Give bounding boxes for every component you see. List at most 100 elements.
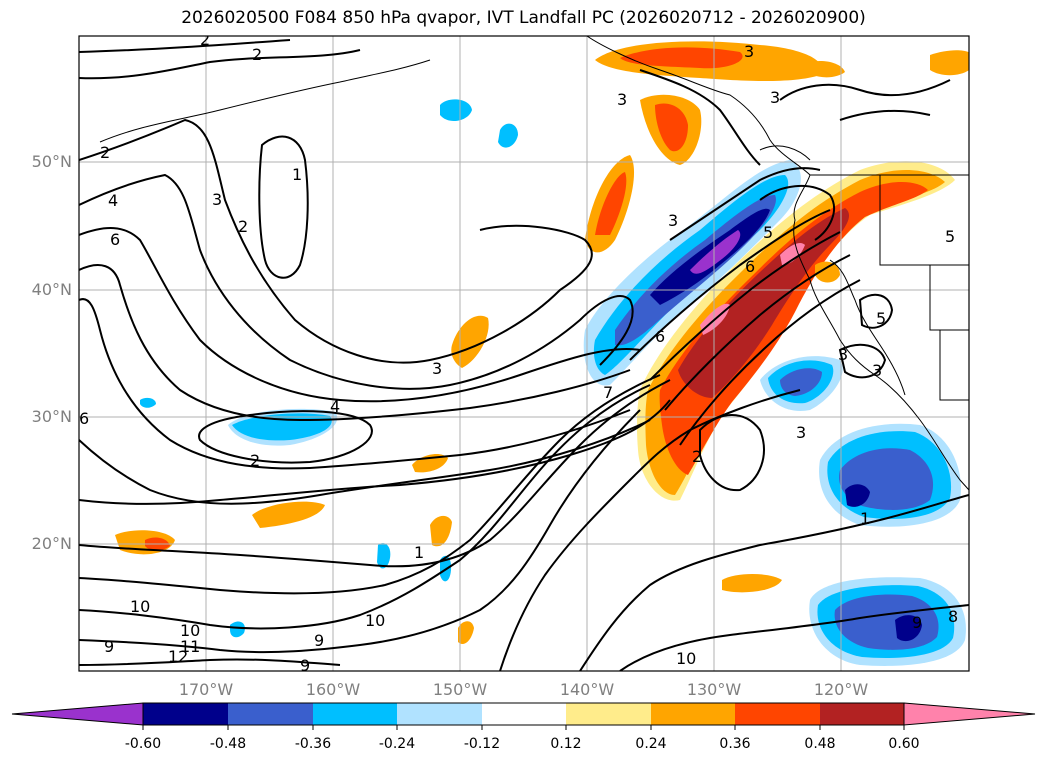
shade-se-orange <box>722 574 782 593</box>
colorbar-swatch <box>482 703 566 725</box>
shade-central-orange <box>451 315 489 368</box>
lat-label-50n: 50°N <box>31 152 72 171</box>
shade-central-cyan-3 <box>377 543 391 569</box>
contour-label: 1 <box>414 543 424 562</box>
colorbar-swatch <box>820 703 904 725</box>
contour-label: 9 <box>314 631 324 650</box>
shade-sw-royal <box>780 368 822 396</box>
contour-label: 12 <box>168 647 188 666</box>
shade-central-cyan-6 <box>140 397 156 408</box>
map-background <box>79 36 969 671</box>
shade-central-orange-4 <box>458 621 474 645</box>
contour-label: 11 <box>180 637 200 656</box>
colorbar-swatch <box>651 703 735 725</box>
shade-offshore-bc-red <box>595 172 627 235</box>
lon-label-150w: 150°W <box>432 680 488 699</box>
contour-label: 2 <box>200 30 210 49</box>
colorbar-tick-label: 0.60 <box>888 736 920 752</box>
lon-label-120w: 120°W <box>813 680 869 699</box>
colorbar-swatch <box>566 703 651 725</box>
lon-label-170w: 170°W <box>178 680 234 699</box>
contour-label: 8 <box>948 607 958 626</box>
lat-label-20n: 20°N <box>31 534 72 553</box>
contour-label: 2 <box>250 451 260 470</box>
contour-label: 9 <box>300 656 310 675</box>
colorbar-tick-label: -0.60 <box>124 736 162 752</box>
contour-label: 5 <box>945 227 955 246</box>
contour-label: 3 <box>668 211 678 230</box>
contour-label: 1 <box>292 165 302 184</box>
shade-neg-band-purple <box>690 230 741 274</box>
contour-label: 3 <box>872 361 882 380</box>
contour-label: 3 <box>432 359 442 378</box>
shading-layer <box>115 41 969 666</box>
contour-label: 9 <box>104 637 114 656</box>
gridlines <box>79 36 969 671</box>
coastlines <box>99 36 969 491</box>
colorbar-swatch <box>143 703 228 725</box>
contour-label: 2 <box>100 143 110 162</box>
contour-label: 9 <box>912 613 922 632</box>
lon-label-160w: 160°W <box>305 680 361 699</box>
lat-label-30n: 30°N <box>31 407 72 426</box>
shade-central-orange-3 <box>430 515 452 547</box>
shade-mexico-navy <box>845 484 870 507</box>
contour-label: 2 <box>692 447 702 466</box>
contour-label: 5 <box>763 223 773 242</box>
colorbar <box>11 702 1036 730</box>
colorbar-swatch <box>228 703 313 725</box>
chart-title: 2026020500 F084 850 hPa qvapor, IVT Land… <box>181 8 866 28</box>
shade-inland-orange <box>815 261 840 283</box>
colorbar-tick-label: 0.48 <box>804 736 836 752</box>
contour-label: 3 <box>796 423 806 442</box>
contour-label: 3 <box>617 90 627 109</box>
colorbar-tick-label: 0.24 <box>635 736 667 752</box>
shade-alaska-red <box>620 47 743 69</box>
colorbar-low-extend <box>11 702 144 726</box>
contour-label: 5 <box>876 309 886 328</box>
contour-label: 3 <box>212 190 222 209</box>
contour-label-layer: 2 2 2 1 3 2 4 6 3 4 2 6 3 3 3 3 5 6 6 7 … <box>79 30 958 675</box>
contour-label: 10 <box>365 611 385 630</box>
lon-label-140w: 140°W <box>559 680 615 699</box>
contour-label: 2 <box>252 45 262 64</box>
colorbar-swatch <box>313 703 397 725</box>
shade-pos-band-red <box>659 182 928 475</box>
contour-label: 10 <box>180 621 200 640</box>
contour-label: 3 <box>744 42 754 61</box>
shade-ne-orange <box>930 50 969 76</box>
contour-label: 6 <box>745 257 755 276</box>
colorbar-tick-label: -0.36 <box>294 736 332 752</box>
shade-se-navy <box>895 615 922 642</box>
shade-central-cyan-2 <box>498 123 518 148</box>
colorbar-tick-label: -0.48 <box>209 736 247 752</box>
shade-gulf-alaska-red <box>655 103 688 152</box>
colorbar-tick-label: 0.12 <box>550 736 582 752</box>
contour-label: 6 <box>79 409 89 428</box>
contour-label: 3 <box>770 88 780 107</box>
colorbar-tick-label: 0.36 <box>719 736 751 752</box>
shade-west-orange <box>252 501 325 528</box>
lat-label-40n: 40°N <box>31 280 72 299</box>
shade-pos-band-pink-2 <box>780 243 805 265</box>
contour-label: 7 <box>603 383 613 402</box>
colorbar-swatch <box>735 703 820 725</box>
contour-label: 4 <box>108 191 118 210</box>
contours <box>79 39 969 671</box>
contour-label: 6 <box>655 327 665 346</box>
contour-label: 3 <box>838 345 848 364</box>
contour-label: 2 <box>238 217 248 236</box>
contour-label: 4 <box>330 397 340 416</box>
shade-central-cyan-5 <box>230 621 245 638</box>
contour-label: 10 <box>676 649 696 668</box>
contour-label: 6 <box>110 230 120 249</box>
lon-label-130w: 130°W <box>686 680 742 699</box>
contour-label: 10 <box>130 597 150 616</box>
colorbar-swatch <box>397 703 482 725</box>
shade-central-cyan-1 <box>440 99 472 122</box>
colorbar-high-extend <box>903 702 1036 726</box>
shade-north-bc-orange <box>800 60 845 78</box>
colorbar-tick-label: -0.12 <box>463 736 501 752</box>
contour-label: 1 <box>860 509 870 528</box>
